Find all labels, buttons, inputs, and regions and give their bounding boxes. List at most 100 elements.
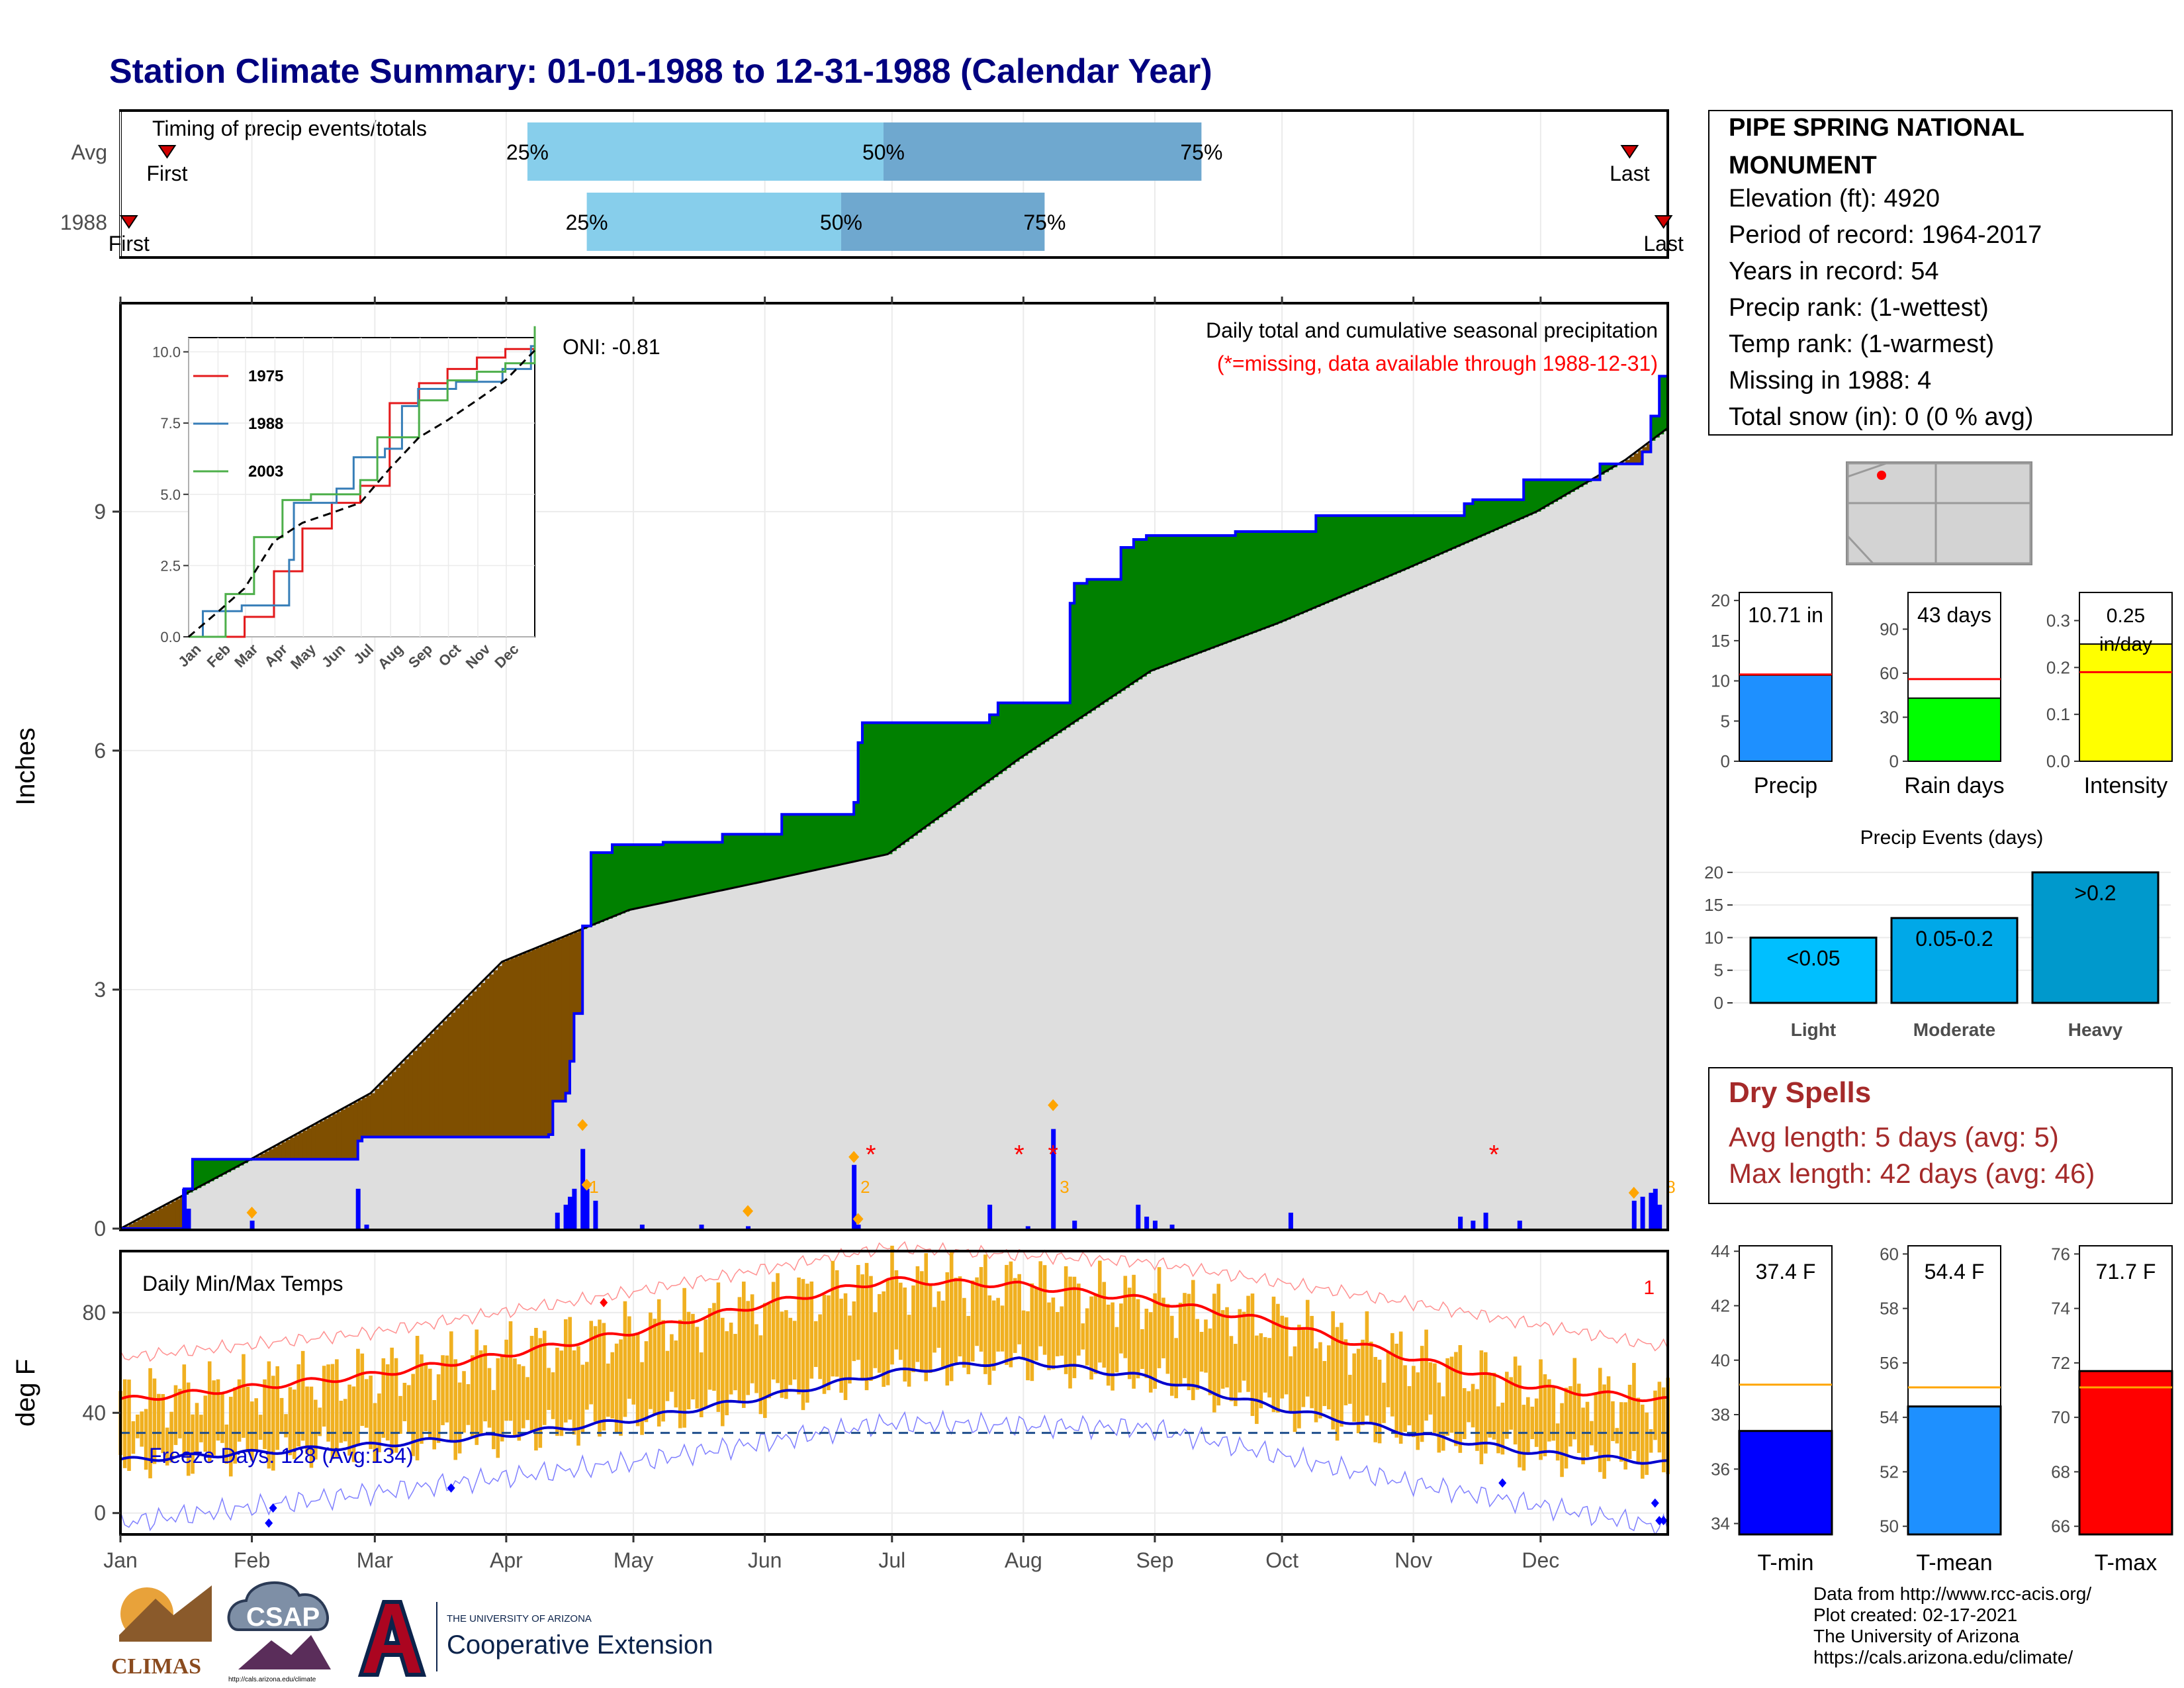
above-average-fill (1434, 515, 1439, 557)
daily-temp-range-bar (627, 1316, 631, 1399)
oni-label: ONI: -0.81 (563, 335, 660, 359)
daily-temp-range-bar (1569, 1386, 1572, 1447)
above-average-fill (879, 722, 884, 857)
daily-temp-range-bar (670, 1334, 674, 1392)
daily-temp-range-bar (144, 1409, 148, 1470)
above-average-fill (608, 852, 613, 919)
daily-temp-range-bar (1428, 1362, 1433, 1415)
top-event-label: 2 (860, 1177, 870, 1197)
location-map (1846, 461, 2032, 565)
daily-temp-range-bar (1365, 1311, 1369, 1416)
daily-temp-range-bar (1047, 1302, 1051, 1370)
map-border (1846, 462, 1887, 565)
below-average-fill (412, 1051, 418, 1137)
temp-bar-ytick-label: 42 (1711, 1295, 1730, 1315)
above-average-fill (1048, 702, 1054, 739)
daily-temp-range-bar (1420, 1346, 1424, 1442)
daily-temp-range-bar (1445, 1358, 1449, 1436)
freeze-days-label: Freeze Days: 128 (Avg:134) (149, 1444, 414, 1468)
above-average-fill (1027, 702, 1032, 753)
daily-temp-range-bar (1246, 1295, 1250, 1392)
daily-temp-range-bar (822, 1294, 827, 1394)
above-average-fill (1494, 499, 1499, 530)
daily-temp-range-bar (1560, 1403, 1564, 1477)
mini-bar-label: Intensity (2084, 773, 2168, 798)
temp-bar-ytick-label: 44 (1711, 1241, 1730, 1261)
below-average-fill (277, 1145, 283, 1160)
above-average-fill (1527, 479, 1533, 516)
daily-temp-range-bar (1390, 1333, 1394, 1417)
temp-bar-ytick-label: 60 (1880, 1244, 1899, 1264)
above-average-fill (1104, 579, 1109, 702)
daily-temp-range-bar (835, 1270, 839, 1377)
above-average-fill (1040, 702, 1045, 745)
daily-temp-range-bar (1238, 1309, 1242, 1393)
daily-temp-range-bar (203, 1395, 208, 1452)
credits-url: https://cals.arizona.edu/climate/ (1813, 1647, 2073, 1667)
above-average-fill (773, 834, 778, 880)
above-average-fill (1353, 515, 1359, 591)
daily-temp-range-bar (843, 1293, 848, 1400)
daily-temp-range-bar (1030, 1283, 1034, 1382)
above-average-fill (1570, 479, 1575, 492)
daily-temp-range-bar (966, 1315, 971, 1374)
daily-temp-range-bar (424, 1362, 428, 1432)
daily-temp-range-bar (1017, 1274, 1021, 1344)
dry-spells-avg: Avg length: 5 days (avg: 5) (1729, 1121, 2059, 1152)
timing-marker-icon (158, 145, 177, 159)
daily-precip-bar (1657, 1204, 1662, 1229)
above-average-fill (1655, 416, 1660, 438)
daily-temp-range-bar (517, 1364, 522, 1441)
mini-bar-ytick-label: 0.3 (2046, 611, 2070, 631)
month-label: Jan (103, 1548, 138, 1572)
temp-bar-ytick-label: 38 (1711, 1405, 1730, 1425)
below-average-fill (561, 937, 567, 1102)
below-average-fill (578, 930, 583, 1014)
dry-spells-max: Max length: 42 days (avg: 46) (1729, 1158, 2095, 1189)
above-average-fill (1473, 499, 1478, 540)
timing-title: Timing of precip events/totals (152, 117, 427, 140)
daily-temp-range-bar (602, 1323, 606, 1431)
above-average-fill (1205, 536, 1210, 651)
below-average-fill (531, 949, 537, 1137)
events-ytick-label: 5 (1714, 961, 1723, 980)
daily-temp-range-bar (390, 1347, 394, 1454)
above-average-fill (960, 722, 965, 802)
daily-temp-range-bar (1661, 1387, 1666, 1473)
mini-bar-value: 43 days (1917, 603, 1991, 627)
above-average-fill (854, 802, 859, 862)
mini-bar-ytick-label: 90 (1880, 619, 1899, 639)
daily-temp-range-bar (792, 1321, 797, 1380)
daily-temp-range-bar (228, 1397, 233, 1477)
below-average-fill (167, 1203, 172, 1229)
below-average-fill (417, 1046, 422, 1137)
daily-temp-range-bar (1111, 1302, 1115, 1391)
daily-temp-range-bar (818, 1314, 822, 1380)
month-label: Oct (1265, 1548, 1298, 1572)
daily-temp-range-bar (1543, 1374, 1547, 1456)
daily-temp-range-bar (979, 1267, 983, 1352)
above-average-fill (697, 842, 702, 896)
daily-temp-range-bar (975, 1277, 979, 1346)
events-category-label: Light (1791, 1019, 1836, 1040)
daily-temp-range-bar (1356, 1348, 1361, 1434)
daily-temp-range-bar (941, 1300, 945, 1367)
above-average-fill (1074, 583, 1079, 722)
temp-bar-label: T-max (2095, 1550, 2157, 1575)
above-average-fill (239, 1159, 244, 1166)
daily-temp-range-bar (1636, 1397, 1641, 1463)
above-average-fill (1222, 536, 1228, 644)
daily-temp-range-bar (729, 1323, 733, 1395)
daily-temp-range-bar (1216, 1284, 1221, 1406)
daily-temp-range-bar (788, 1317, 793, 1385)
daily-temp-range-bar (1632, 1362, 1636, 1452)
above-average-fill (1163, 536, 1168, 667)
above-average-fill (1349, 515, 1355, 593)
above-average-fill (1252, 531, 1257, 633)
daily-temp-range-bar (1530, 1406, 1535, 1440)
daily-temp-range-bar (1627, 1384, 1632, 1459)
above-average-fill (815, 814, 821, 870)
daily-temp-range-bar (839, 1298, 843, 1393)
above-average-fill (1426, 515, 1431, 560)
timing-row-label: 1988 (60, 211, 107, 234)
